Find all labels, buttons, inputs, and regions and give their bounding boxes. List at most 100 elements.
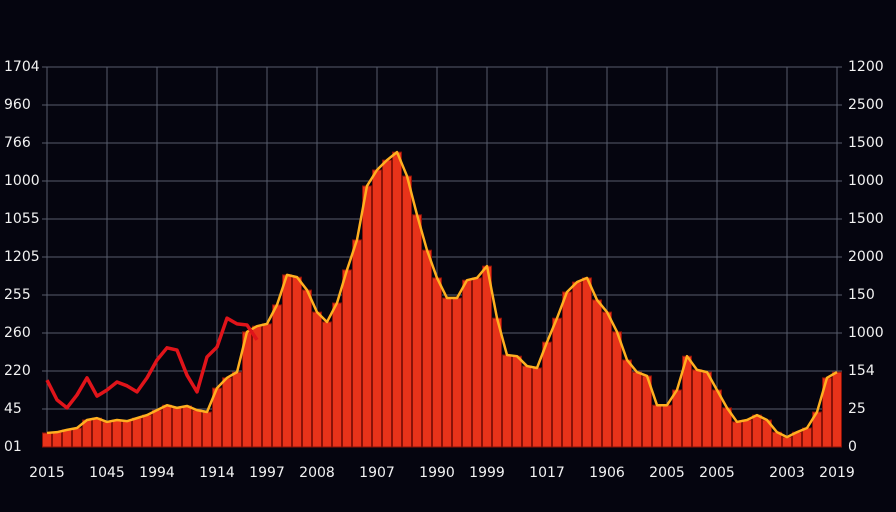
y-tick-label: 766 bbox=[4, 135, 31, 151]
bar bbox=[112, 419, 122, 448]
y2-tick-label: 0 bbox=[848, 439, 857, 455]
x-tick-label: 2008 bbox=[299, 465, 335, 481]
x-tick-label: 1997 bbox=[249, 465, 285, 481]
bar bbox=[572, 281, 582, 448]
bar bbox=[832, 371, 842, 448]
x-tick-label: 1994 bbox=[139, 465, 175, 481]
bar bbox=[482, 265, 492, 448]
bar bbox=[592, 299, 602, 448]
bar bbox=[422, 249, 432, 448]
y-tick-label: 45 bbox=[4, 401, 22, 417]
y-tick-label: 960 bbox=[4, 97, 31, 113]
bar bbox=[492, 317, 502, 448]
y-tick-label: 255 bbox=[4, 287, 31, 303]
x-tick-label: 2019 bbox=[819, 465, 855, 481]
bar bbox=[142, 414, 152, 448]
bar bbox=[192, 409, 202, 448]
bar bbox=[442, 297, 452, 448]
bar bbox=[152, 409, 162, 448]
bar bbox=[432, 277, 442, 448]
bar bbox=[412, 214, 422, 448]
y-tick-label: 1704 bbox=[4, 59, 40, 75]
bar bbox=[512, 355, 522, 448]
bar bbox=[602, 311, 612, 448]
bar bbox=[502, 354, 512, 448]
x-tick-label: 2005 bbox=[699, 465, 735, 481]
bar bbox=[462, 279, 472, 448]
y2-tick-label: 1200 bbox=[848, 59, 884, 75]
bar bbox=[452, 297, 462, 448]
y-tick-label: 260 bbox=[4, 325, 31, 341]
x-tick-label: 1914 bbox=[199, 465, 235, 481]
bar bbox=[292, 276, 302, 448]
y-tick-label: 1205 bbox=[4, 249, 40, 265]
bar bbox=[72, 427, 82, 448]
line bbox=[45, 316, 259, 410]
bar bbox=[222, 377, 232, 448]
y2-tick-label: 150 bbox=[848, 287, 875, 303]
y2-tick-label: 1500 bbox=[848, 211, 884, 227]
top-line bbox=[46, 150, 838, 439]
bar bbox=[782, 436, 792, 448]
x-tick-label: 1017 bbox=[529, 465, 565, 481]
bar bbox=[582, 277, 592, 448]
bar bbox=[562, 291, 572, 448]
bar bbox=[742, 419, 752, 448]
bar bbox=[52, 431, 62, 448]
bar bbox=[92, 417, 102, 448]
y-tick-label: 1000 bbox=[4, 173, 40, 189]
bar bbox=[42, 432, 52, 448]
y2-tick-label: 1500 bbox=[848, 135, 884, 151]
bar bbox=[272, 304, 282, 448]
y-tick-label: 220 bbox=[4, 363, 31, 379]
bar bbox=[262, 323, 272, 448]
bar bbox=[622, 359, 632, 448]
bar bbox=[322, 321, 332, 448]
x-tick-label: 1907 bbox=[359, 465, 395, 481]
y2-tick-label: 25 bbox=[848, 401, 866, 417]
y-tick-label: 01 bbox=[4, 439, 22, 455]
bar bbox=[302, 289, 312, 448]
bar bbox=[162, 404, 172, 448]
bar bbox=[522, 365, 532, 448]
bar bbox=[652, 404, 662, 448]
bar bbox=[202, 411, 212, 448]
x-tick-label: 2015 bbox=[29, 465, 65, 481]
y2-tick-label: 1000 bbox=[848, 173, 884, 189]
bar bbox=[362, 185, 372, 448]
y2-tick-label: 1000 bbox=[848, 325, 884, 341]
bar bbox=[122, 420, 132, 448]
bar bbox=[352, 239, 362, 448]
x-tick-label: 1990 bbox=[419, 465, 455, 481]
x-tick-label: 2005 bbox=[649, 465, 685, 481]
bar bbox=[282, 274, 292, 448]
bar bbox=[182, 405, 192, 448]
bar bbox=[552, 317, 562, 448]
bar bbox=[672, 389, 682, 448]
bar bbox=[102, 421, 112, 448]
x-tick-label: 1999 bbox=[469, 465, 505, 481]
bar bbox=[532, 367, 542, 448]
bar bbox=[702, 371, 712, 448]
bar bbox=[372, 169, 382, 448]
y2-tick-label: 2000 bbox=[848, 249, 884, 265]
x-tick-label: 1045 bbox=[89, 465, 125, 481]
y2-tick-label: 154 bbox=[848, 363, 875, 379]
bar bbox=[632, 371, 642, 448]
bar bbox=[252, 325, 262, 448]
bar bbox=[692, 369, 702, 448]
x-tick-label: 1906 bbox=[589, 465, 625, 481]
y-tick-label: 1055 bbox=[4, 211, 40, 227]
x-tick-label: 2003 bbox=[769, 465, 805, 481]
bar bbox=[752, 414, 762, 448]
bar bbox=[472, 277, 482, 448]
bar bbox=[132, 417, 142, 448]
bar bbox=[662, 404, 672, 448]
bar bbox=[172, 407, 182, 448]
bar bbox=[802, 427, 812, 448]
y2-tick-label: 2500 bbox=[848, 97, 884, 113]
bar bbox=[392, 151, 402, 448]
bar bbox=[312, 311, 322, 448]
bar bbox=[382, 159, 392, 448]
